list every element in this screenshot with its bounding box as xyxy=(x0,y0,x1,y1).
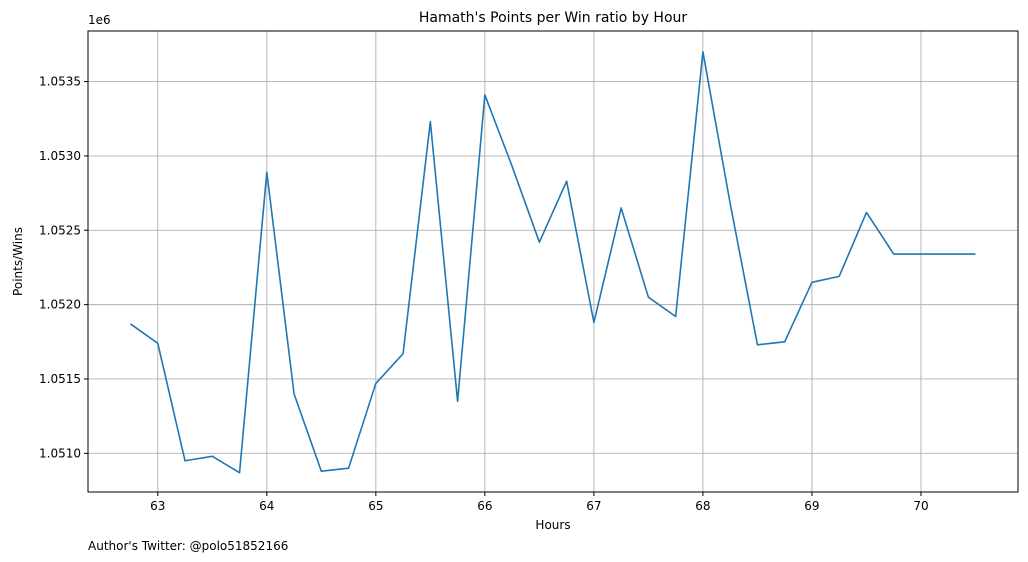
x-tick-label: 63 xyxy=(150,499,165,513)
x-tick-label: 67 xyxy=(586,499,601,513)
x-tick-label: 65 xyxy=(368,499,383,513)
y-tick-label: 1.0515 xyxy=(39,372,81,386)
y-tick-label: 1.0510 xyxy=(39,446,81,460)
y-tick-label: 1.0520 xyxy=(39,298,81,312)
y-axis-ticks: 1.0510 1.0515 1.0520 1.0525 1.0530 1.0535 xyxy=(39,75,88,460)
x-tick-label: 64 xyxy=(259,499,274,513)
y-tick-label: 1.0535 xyxy=(39,75,81,89)
x-tick-label: 70 xyxy=(913,499,928,513)
chart-title: Hamath's Points per Win ratio by Hour xyxy=(419,10,688,26)
axes-frame xyxy=(87,30,1019,493)
grid xyxy=(88,31,1018,492)
y-tick-label: 1.0530 xyxy=(39,149,81,163)
y-tick-label: 1.0525 xyxy=(39,223,81,237)
author-footnote: Author's Twitter: @polo51852166 xyxy=(88,539,288,553)
series-line xyxy=(130,51,976,474)
x-tick-label: 66 xyxy=(477,499,492,513)
x-axis-ticks: 63 64 65 66 67 68 69 70 xyxy=(150,492,929,513)
x-tick-label: 68 xyxy=(695,499,710,513)
series-line-group xyxy=(130,51,976,474)
x-axis-label: Hours xyxy=(535,518,570,532)
y-axis-offset-label: 1e6 xyxy=(88,13,111,27)
y-axis-label: Points/Wins xyxy=(11,227,25,296)
x-tick-label: 69 xyxy=(804,499,819,513)
